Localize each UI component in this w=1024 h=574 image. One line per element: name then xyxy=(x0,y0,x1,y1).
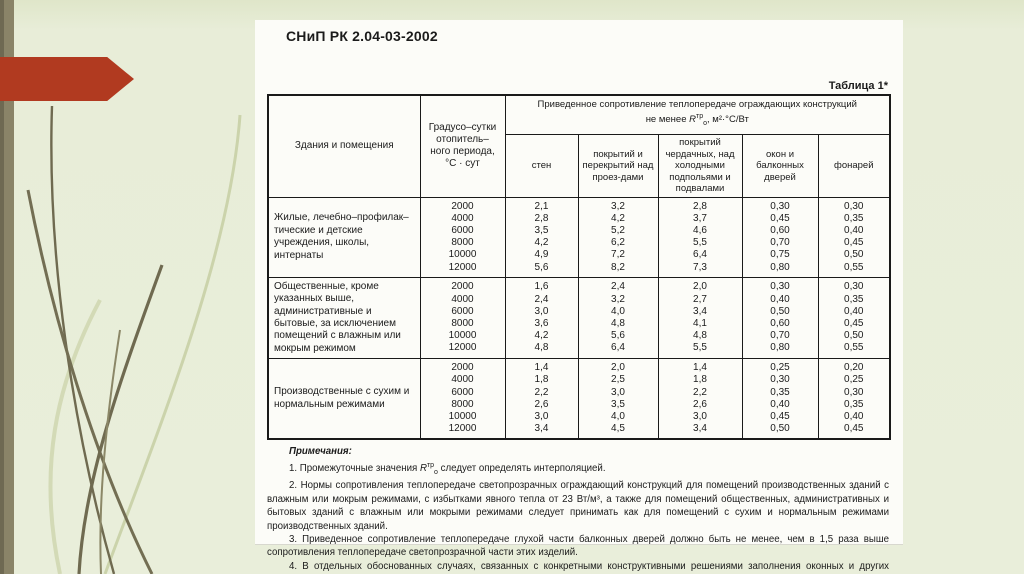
value-cell: 0,30 0,35 0,40 0,45 0,50 0,55 xyxy=(817,196,891,278)
value-cell: 0,30 0,35 0,40 0,45 0,50 0,55 xyxy=(817,276,891,360)
table-group-row: Общественные, кроме указанных выше, адми… xyxy=(267,276,891,360)
note-4: 4. В отдельных обоснованных случаях, свя… xyxy=(289,560,889,572)
red-arrow-bullet xyxy=(0,57,134,101)
group-name-cell: Жилые, лечебно–профилак–тические и детск… xyxy=(267,196,421,278)
value-cell: 2,0 2,7 3,4 4,1 4,8 5,5 xyxy=(657,276,743,360)
resistance-table: Здания и помещения Градусо–сутки отопите… xyxy=(267,94,892,441)
value-cell: 2,0 2,5 3,0 3,5 4,0 4,5 xyxy=(577,358,659,440)
value-cell: 2,4 3,2 4,0 4,8 5,6 6,4 xyxy=(577,276,659,360)
table-group-row: Жилые, лечебно–профилак–тические и детск… xyxy=(267,196,891,278)
table-header: Здания и помещения Градусо–сутки отопите… xyxy=(267,94,891,198)
notes-section: Примечания: 1. Промежуточные значения Rт… xyxy=(267,445,889,574)
value-cell: 2,1 2,8 3,5 4,2 4,9 5,6 xyxy=(504,196,579,278)
value-cell: 1,4 1,8 2,2 2,6 3,0 3,4 xyxy=(504,358,579,440)
note-1: 1. Промежуточные значения Rтро следует о… xyxy=(289,461,606,476)
value-cell: 2000 4000 6000 8000 10000 12000 xyxy=(419,358,506,440)
note-2: 2. Нормы сопротивления теплопередаче све… xyxy=(267,480,889,532)
value-cell: 2000 4000 6000 8000 10000 12000 xyxy=(419,196,506,278)
left-accent-stripe xyxy=(0,0,14,574)
document-title: СНиП РК 2.04-03-2002 xyxy=(286,28,438,44)
header-attic-coverings: покрытий чердачных, над холодными подпол… xyxy=(657,134,743,198)
value-cell: 2000 4000 6000 8000 10000 12000 xyxy=(419,276,506,360)
group-name-cell: Производственные с сухим и нормальным ре… xyxy=(267,358,421,440)
header-coverings-driveways: покрытий и перекрытий над проез-дами xyxy=(577,134,659,198)
value-cell: 0,30 0,40 0,50 0,60 0,70 0,80 xyxy=(741,276,819,360)
header-span: Приведенное сопротивление теплопередаче … xyxy=(504,94,891,135)
value-cell: 0,25 0,30 0,35 0,40 0,45 0,50 xyxy=(741,358,819,440)
note-3: 3. Приведенное сопротивление теплопереда… xyxy=(267,533,889,559)
table-group-row: Производственные с сухим и нормальным ре… xyxy=(267,358,891,440)
value-cell: 1,4 1,8 2,2 2,6 3,0 3,4 xyxy=(657,358,743,440)
span-header-text: Приведенное сопротивление теплопередаче … xyxy=(537,99,857,111)
document-page: СНиП РК 2.04-03-2002 Таблица 1* Здания и… xyxy=(255,20,903,572)
header-degree-days: Градусо–сутки отопитель–ного периода, °С… xyxy=(419,94,506,198)
table-body: Жилые, лечебно–профилак–тические и детск… xyxy=(267,196,891,440)
value-cell: 1,6 2,4 3,0 3,6 4,2 4,8 xyxy=(504,276,579,360)
header-skylights: фонарей xyxy=(817,134,891,198)
table-caption: Таблица 1* xyxy=(828,80,888,92)
header-windows-balcony-doors: окон и балконных дверей xyxy=(741,134,819,198)
header-walls: стен xyxy=(504,134,579,198)
value-cell: 2,8 3,7 4,6 5,5 6,4 7,3 xyxy=(657,196,743,278)
value-cell: 0,20 0,25 0,30 0,35 0,40 0,45 xyxy=(817,358,891,440)
header-buildings: Здания и помещения xyxy=(267,94,421,198)
value-cell: 0,30 0,45 0,60 0,70 0,75 0,80 xyxy=(741,196,819,278)
group-name-cell: Общественные, кроме указанных выше, адми… xyxy=(267,276,421,360)
notes-heading: Примечания: xyxy=(289,446,352,458)
value-cell: 3,2 4,2 5,2 6,2 7,2 8,2 xyxy=(577,196,659,278)
